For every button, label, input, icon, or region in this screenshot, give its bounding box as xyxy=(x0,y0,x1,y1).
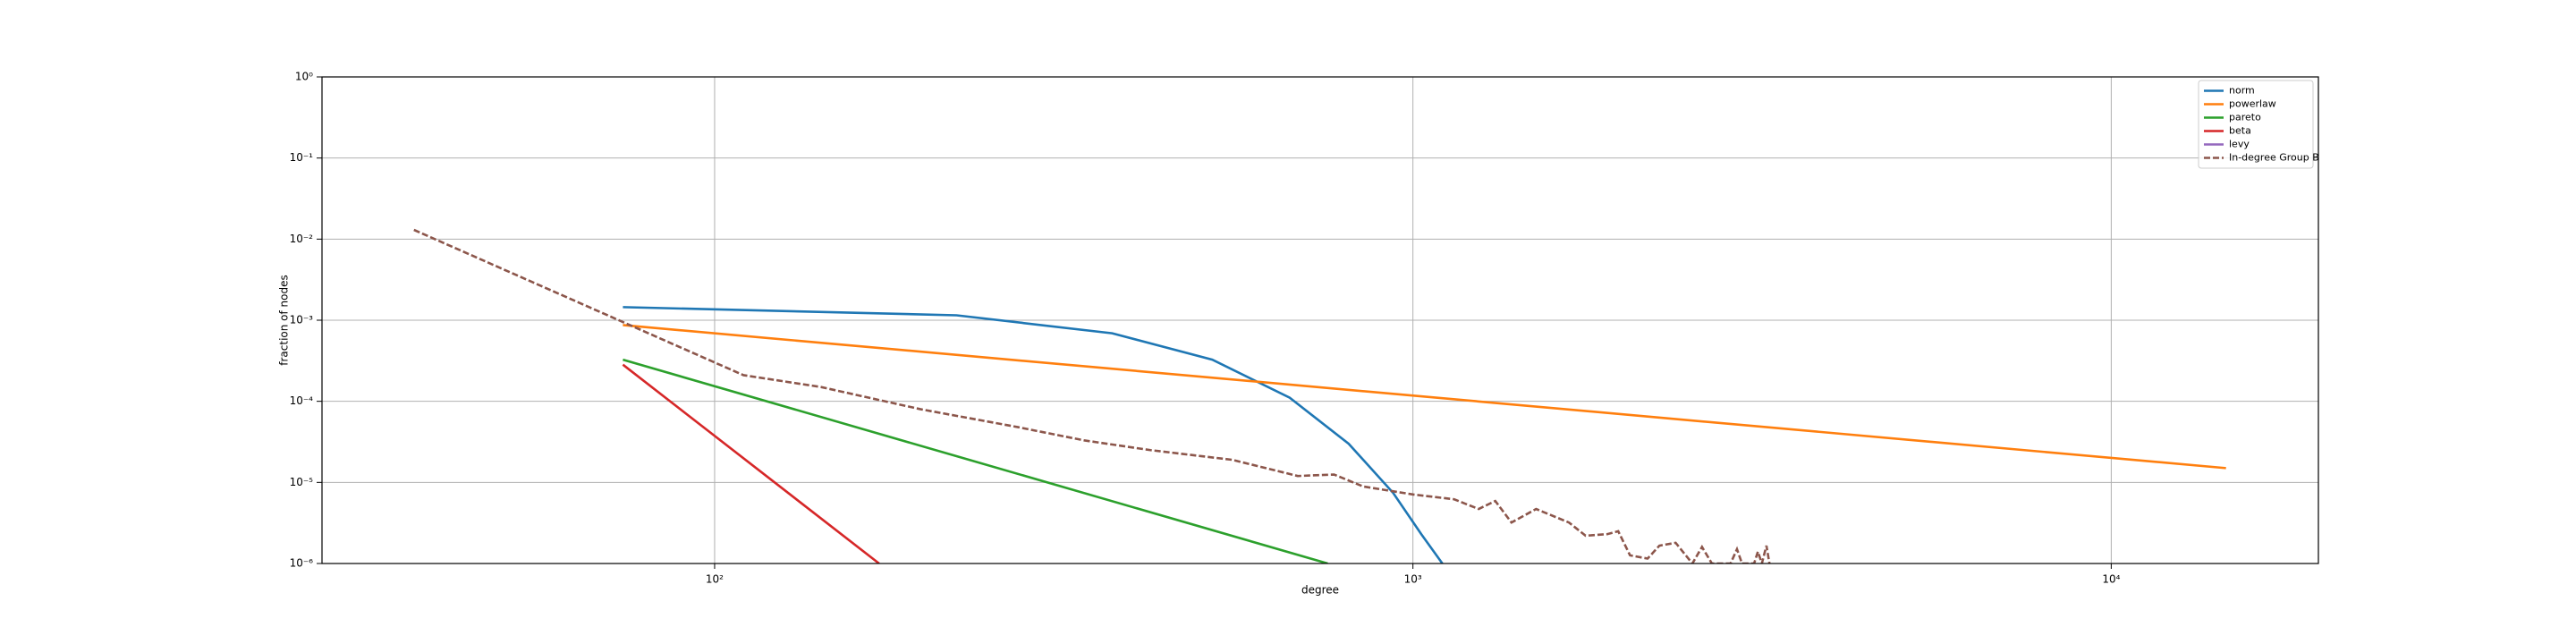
data-line xyxy=(622,363,880,564)
legend-label: pareto xyxy=(2229,112,2261,123)
plot-area xyxy=(413,228,2226,564)
y-tick-label: 10⁻⁶ xyxy=(290,557,314,570)
y-tick-label: 10⁰ xyxy=(295,71,313,83)
x-tick-label: 10² xyxy=(706,573,724,586)
y-axis-label: fraction of nodes xyxy=(278,275,291,366)
legend-label: beta xyxy=(2229,125,2251,137)
legend-label: In-degree Group B xyxy=(2229,152,2319,164)
plot-frame xyxy=(321,76,2319,564)
y-tick-label: 10⁻⁵ xyxy=(290,476,314,488)
legend-label: powerlaw xyxy=(2229,98,2276,110)
data-line xyxy=(623,358,1328,564)
data-line xyxy=(623,324,2226,470)
y-tick-label: 10⁻¹ xyxy=(290,151,314,164)
data-line xyxy=(413,228,1771,564)
y-tick-label: 10⁻² xyxy=(290,233,314,245)
y-tick-label: 10⁻⁴ xyxy=(290,394,314,407)
x-axis-label: degree xyxy=(1301,584,1339,597)
legend-label: levy xyxy=(2229,139,2250,150)
legend-box xyxy=(2198,80,2314,169)
x-tick-label: 10³ xyxy=(1404,573,1422,586)
y-tick-label: 10⁻³ xyxy=(290,314,314,326)
legend-label: norm xyxy=(2229,85,2255,97)
data-line xyxy=(623,306,1444,564)
x-tick-label: 10⁴ xyxy=(2102,573,2120,586)
